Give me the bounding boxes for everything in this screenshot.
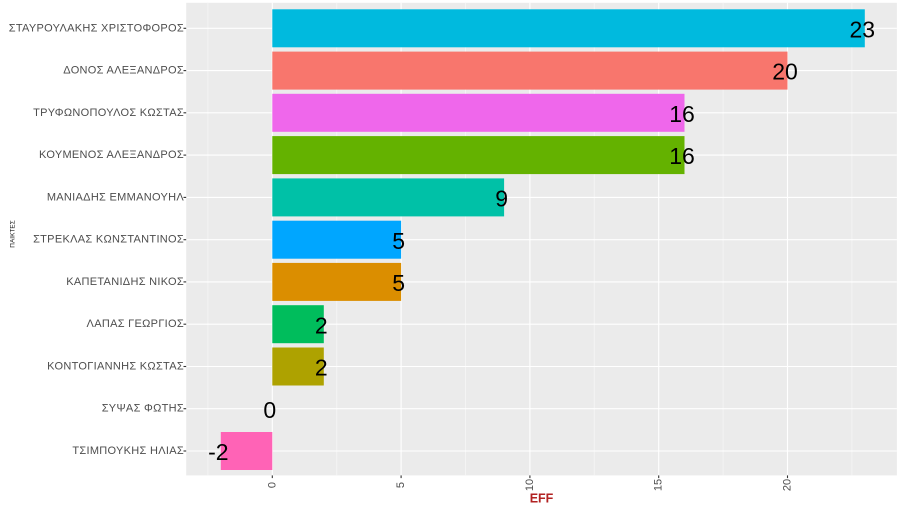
svg-text:2: 2	[315, 312, 328, 338]
svg-text:20: 20	[772, 59, 798, 85]
svg-text:9: 9	[495, 186, 508, 212]
svg-text:ΤΡΥΦΩΝΟΠΟΥΛΟΣ ΚΩΣΤΑΣ: ΤΡΥΦΩΝΟΠΟΥΛΟΣ ΚΩΣΤΑΣ	[33, 107, 184, 119]
svg-text:ΚΑΠΕΤΑΝΙΔΗΣ ΝΙΚΟΣ: ΚΑΠΕΤΑΝΙΔΗΣ ΝΙΚΟΣ	[66, 276, 184, 288]
svg-text:ΤΣΙΜΠΟΥΚΗΣ ΗΛΙΑΣ: ΤΣΙΜΠΟΥΚΗΣ ΗΛΙΑΣ	[72, 445, 184, 457]
svg-text:0: 0	[263, 397, 276, 423]
svg-text:ΣΤΡΕΚΛΑΣ ΚΩΝΣΤΑΝΤΙΝΟΣ: ΣΤΡΕΚΛΑΣ ΚΩΝΣΤΑΝΤΙΝΟΣ	[33, 234, 184, 246]
svg-text:5: 5	[392, 228, 405, 254]
svg-text:15: 15	[653, 479, 665, 491]
svg-text:ΣΥΨΑΣ ΦΩΤΗΣ: ΣΥΨΑΣ ΦΩΤΗΣ	[102, 403, 184, 415]
svg-text:2: 2	[315, 355, 328, 381]
svg-text:5: 5	[392, 270, 405, 296]
svg-text:23: 23	[850, 16, 876, 42]
svg-text:10: 10	[524, 479, 536, 491]
svg-text:20: 20	[782, 479, 794, 491]
svg-text:0: 0	[266, 482, 278, 488]
svg-text:ΔΟΝΟΣ ΑΛΕΞΑΝΔΡΟΣ: ΔΟΝΟΣ ΑΛΕΞΑΝΔΡΟΣ	[63, 65, 184, 77]
svg-text:ΣΤΑΥΡΟΥΛΑΚΗΣ ΧΡΙΣΤΟΦΟΡΟΣ: ΣΤΑΥΡΟΥΛΑΚΗΣ ΧΡΙΣΤΟΦΟΡΟΣ	[9, 22, 184, 34]
svg-text:16: 16	[669, 143, 695, 169]
svg-text:ΠΑΙΚΤΕΣ: ΠΑΙΚΤΕΣ	[10, 220, 17, 248]
svg-text:-2: -2	[208, 439, 228, 465]
svg-text:ΚΟΝΤΟΓΙΑΝΝΗΣ ΚΩΣΤΑΣ: ΚΟΝΤΟΓΙΑΝΝΗΣ ΚΩΣΤΑΣ	[47, 361, 184, 373]
svg-text:EFF: EFF	[530, 492, 554, 506]
svg-text:ΛΑΠΑΣ ΓΕΩΡΓΙΟΣ: ΛΑΠΑΣ ΓΕΩΡΓΙΟΣ	[87, 318, 184, 330]
svg-text:16: 16	[669, 101, 695, 127]
svg-text:ΚΟΥΜΕΝΟΣ ΑΛΕΞΑΝΔΡΟΣ: ΚΟΥΜΕΝΟΣ ΑΛΕΞΑΝΔΡΟΣ	[39, 149, 184, 161]
svg-text:ΜΑΝΙΑΔΗΣ ΕΜΜΑΝΟΥΗΛ: ΜΑΝΙΑΔΗΣ ΕΜΜΑΝΟΥΗΛ	[47, 191, 185, 203]
svg-text:5: 5	[395, 482, 407, 488]
